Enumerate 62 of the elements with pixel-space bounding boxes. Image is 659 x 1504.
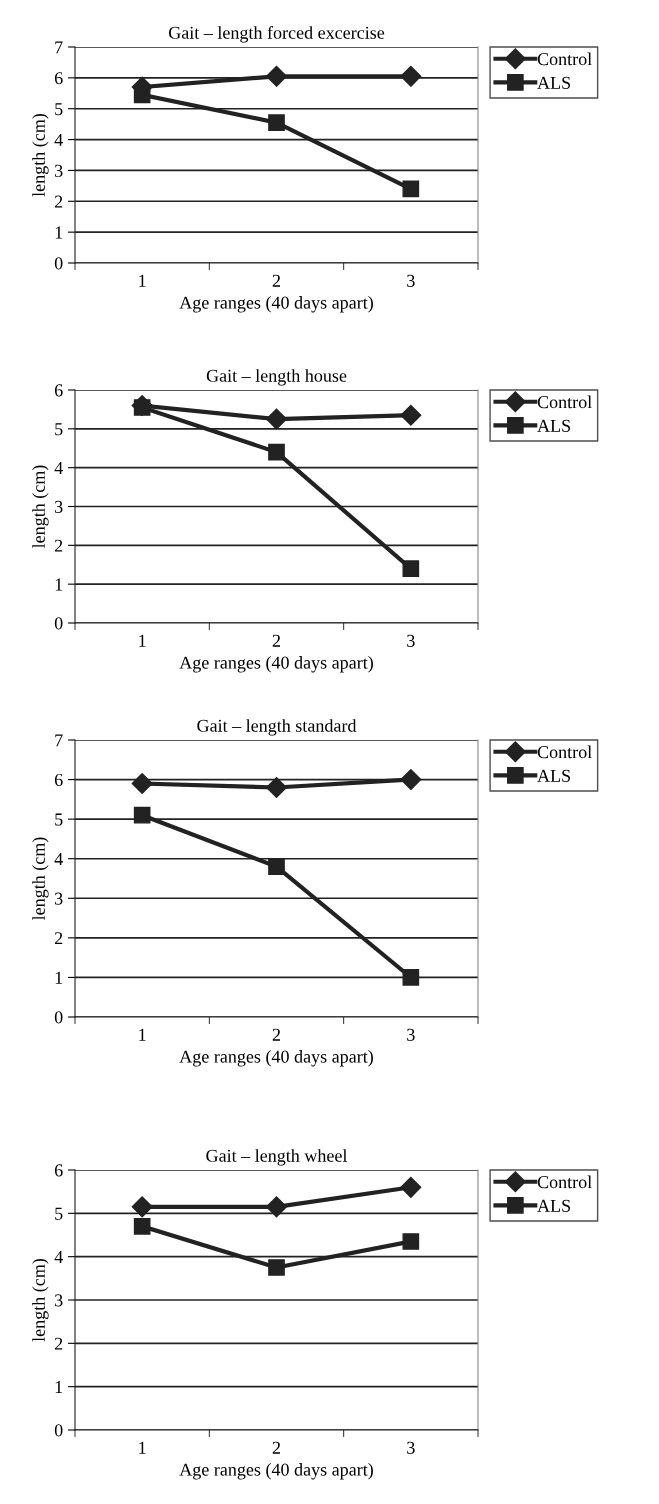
legend-label: ALS: [537, 76, 571, 89]
x-tick-label: 1: [139, 1028, 146, 1041]
y-tick-label: 1: [55, 578, 63, 591]
x-axis-title: Age ranges (40 days apart): [179, 656, 373, 673]
legend-label: Control: [537, 1175, 592, 1189]
y-tick-label: 6: [54, 773, 63, 787]
y-tick-label: 1: [55, 1381, 63, 1393]
y-axis-title: length (cm): [32, 1258, 49, 1342]
y-tick-label: 6: [54, 72, 63, 85]
legend-label: ALS: [537, 1199, 571, 1212]
y-tick-label: 0: [54, 1424, 63, 1437]
x-axis-title: Age ranges (40 days apart): [179, 1050, 373, 1067]
x-tick-label: 2: [272, 274, 281, 287]
x-tick-label: 3: [407, 1028, 415, 1041]
chart-title: Gait – length forced excercise: [168, 25, 385, 43]
y-tick-label: 2: [54, 1337, 63, 1350]
chart-title: Gait – length wheel: [206, 1149, 348, 1166]
y-tick-label: 3: [55, 164, 63, 177]
x-tick-label: 2: [272, 634, 281, 647]
x-tick-label: 1: [139, 634, 146, 647]
y-tick-label: 1: [55, 971, 63, 984]
chart-title: Gait – length house: [206, 369, 347, 386]
legend-label: Control: [537, 395, 592, 409]
y-tick-label: 1: [55, 226, 63, 239]
y-tick-label: 7: [55, 41, 63, 54]
x-axis-title: Age ranges (40 days apart): [179, 1463, 373, 1480]
y-tick-label: 2: [54, 195, 63, 208]
x-tick-label: 3: [407, 634, 415, 647]
legend-label: Control: [537, 52, 592, 66]
y-tick-label: 2: [54, 932, 63, 945]
y-tick-label: 5: [55, 1207, 63, 1220]
y-tick-label: 0: [54, 257, 63, 270]
y-tick-label: 4: [54, 133, 63, 146]
y-axis-title: length (cm): [32, 465, 49, 548]
legend-label: ALS: [537, 419, 571, 432]
y-axis-title: length (cm): [32, 113, 49, 197]
y-tick-label: 4: [54, 1251, 63, 1263]
y-tick-label: 7: [55, 734, 63, 747]
y-tick-label: 4: [54, 853, 63, 865]
x-tick-label: 1: [139, 1441, 146, 1454]
x-tick-label: 2: [272, 1441, 281, 1454]
chart-title: Gait – length standard: [197, 719, 357, 736]
y-tick-label: 2: [54, 539, 63, 552]
x-tick-label: 1: [139, 274, 146, 287]
y-axis-title: length (cm): [32, 837, 49, 920]
x-tick-label: 3: [407, 274, 415, 287]
x-tick-label: 3: [407, 1441, 415, 1454]
y-tick-label: 3: [55, 892, 63, 905]
y-tick-label: 0: [54, 1011, 63, 1024]
legend-label: ALS: [537, 769, 571, 782]
y-tick-label: 6: [54, 384, 63, 397]
x-tick-label: 2: [272, 1028, 281, 1041]
y-tick-label: 4: [54, 462, 63, 474]
y-tick-label: 0: [54, 617, 63, 630]
x-axis-title: Age ranges (40 days apart): [179, 296, 373, 313]
y-tick-label: 5: [55, 423, 63, 436]
y-tick-label: 5: [55, 103, 63, 116]
y-tick-label: 6: [54, 1164, 63, 1177]
y-tick-label: 5: [55, 813, 63, 826]
legend-label: Control: [537, 745, 592, 759]
y-tick-label: 3: [55, 500, 63, 513]
y-tick-label: 3: [55, 1294, 63, 1307]
